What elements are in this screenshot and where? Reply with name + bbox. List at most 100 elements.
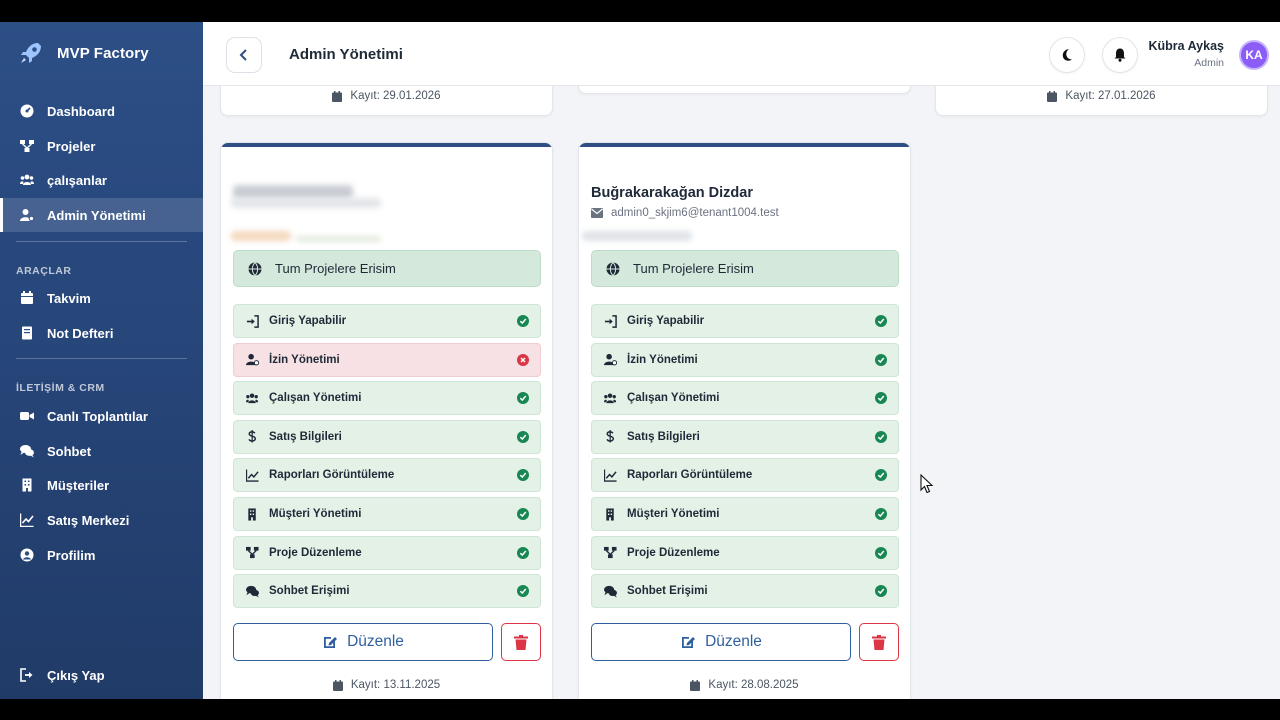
registration-date: Kayıt: 28.08.2025 (579, 679, 910, 691)
permission-row: Müşteri Yönetimi (233, 497, 541, 531)
check-circle-icon (517, 469, 529, 482)
dollar-icon (246, 430, 259, 443)
sidebar-item-label: Sohbet (47, 443, 92, 459)
bottom-black-bar (0, 699, 1280, 720)
check-circle-icon (875, 315, 887, 327)
check-circle-icon (517, 430, 529, 443)
calendar-icon (332, 90, 343, 102)
rocket-icon (21, 43, 41, 63)
logout-button[interactable]: Çıkış Yap (0, 658, 203, 692)
sidebar-item-label: Dashboard (47, 103, 115, 119)
delete-button[interactable] (501, 623, 541, 661)
sidebar-item-sohbet[interactable]: Sohbet (0, 434, 203, 468)
calendar-icon (1047, 90, 1058, 102)
blurred-role-badge (231, 231, 291, 241)
permission-row: Raporları Görüntüleme (591, 458, 899, 493)
sidebar-item-dashboard[interactable]: Dashboard (0, 94, 203, 128)
permission-row: Çalışan Yönetimi (233, 381, 541, 416)
permission-label: Raporları Görüntüleme (627, 469, 753, 482)
check-circle-icon (517, 392, 529, 405)
sign-out-icon (20, 668, 34, 682)
logout-label: Çıkış Yap (47, 667, 105, 683)
comments-icon (246, 585, 259, 598)
permission-label: Satış Bilgileri (627, 430, 700, 443)
permission-row: Sohbet Erişimi (591, 574, 899, 609)
sidebar-item-label: çalışanlar (47, 172, 107, 188)
avatar[interactable]: KA (1239, 40, 1269, 70)
blurred-detail (296, 236, 381, 242)
dollar-icon (604, 430, 617, 443)
sidebar-item-admin-yonetimi[interactable]: Admin Yönetimi (0, 198, 203, 232)
trash-icon (514, 634, 528, 650)
permission-row: İzin Yönetimi (591, 342, 899, 377)
registration-date: Kayıt: 13.11.2025 (221, 679, 552, 691)
current-user-name: Kübra Aykaş (1148, 39, 1225, 53)
video-icon (20, 409, 34, 423)
delete-button[interactable] (859, 623, 899, 661)
envelope-icon (591, 208, 603, 218)
all-projects-access-badge: Tum Projelere Erisim (591, 250, 899, 287)
calendar-icon (690, 679, 701, 691)
globe-icon (248, 261, 262, 276)
comments-icon (604, 585, 617, 598)
all-projects-access-badge: Tum Projelere Erisim (233, 250, 541, 287)
brand[interactable]: MVP Factory (18, 40, 149, 66)
permission-label: İzin Yönetimi (269, 353, 340, 366)
blurred-name (233, 185, 353, 199)
sidebar-item-calisanlar[interactable]: çalışanlar (0, 163, 203, 197)
permission-label: Çalışan Yönetimi (627, 392, 720, 405)
permission-label: Müşteri Yönetimi (627, 508, 720, 520)
calendar-icon (20, 291, 34, 305)
mouse-cursor-icon (920, 474, 934, 494)
permission-label: Sohbet Erişimi (269, 585, 350, 598)
permission-label: Giriş Yapabilir (269, 315, 347, 327)
section-label-iletisim-crm: İLETİŞİM & CRM (16, 382, 105, 394)
back-button[interactable] (226, 37, 262, 73)
sidebar: MVP Factory Dashboard Projeler çalışanla… (0, 22, 203, 699)
permission-label: Müşteri Yönetimi (269, 508, 362, 520)
check-circle-icon (875, 585, 887, 598)
notifications-button[interactable] (1102, 37, 1138, 73)
edit-button[interactable]: Düzenle (591, 623, 851, 661)
permission-row: Giriş Yapabilir (591, 304, 899, 338)
user-name: Buğrakarakağan Dizdar (591, 185, 753, 201)
user-cog-icon (604, 353, 617, 366)
check-circle-icon (875, 353, 887, 366)
sidebar-item-musteriler[interactable]: Müşteriler (0, 468, 203, 502)
sidebar-item-label: Canlı Toplantılar (47, 408, 148, 424)
sidebar-item-profilim[interactable]: Profilim (0, 538, 203, 572)
check-circle-icon (875, 469, 887, 482)
check-circle-icon (875, 546, 887, 559)
edit-button[interactable]: Düzenle (233, 623, 493, 661)
sidebar-item-satis-merkezi[interactable]: Satış Merkezi (0, 503, 203, 537)
permission-row: İzin Yönetimi (233, 342, 541, 377)
card-accent-bar (221, 143, 552, 147)
check-circle-icon (875, 508, 887, 520)
permission-label: İzin Yönetimi (627, 353, 698, 366)
check-circle-icon (517, 585, 529, 598)
permission-row: Satış Bilgileri (233, 419, 541, 454)
user-cog-icon (20, 208, 34, 222)
sign-in-icon (604, 314, 617, 328)
permission-label: Proje Düzenleme (269, 546, 362, 559)
permission-row: Sohbet Erişimi (233, 574, 541, 609)
sidebar-item-takvim[interactable]: Takvim (0, 281, 203, 315)
current-user-role: Admin (1194, 57, 1224, 69)
permission-label: Sohbet Erişimi (627, 585, 708, 598)
notebook-icon (20, 326, 34, 340)
permission-row: Raporları Görüntüleme (233, 458, 541, 493)
building-icon (20, 478, 34, 492)
sidebar-item-label: Admin Yönetimi (47, 207, 146, 223)
sidebar-item-canli-toplantilar[interactable]: Canlı Toplantılar (0, 399, 203, 433)
edit-icon (682, 637, 696, 648)
globe-icon (606, 261, 620, 276)
sidebar-item-projeler[interactable]: Projeler (0, 129, 203, 163)
sidebar-item-not-defteri[interactable]: Not Defteri (0, 316, 203, 350)
permission-row: Satış Bilgileri (591, 419, 899, 454)
project-diagram-icon (246, 546, 259, 559)
permission-label: Proje Düzenleme (627, 546, 720, 559)
main-content: Kayıt: 29.01.2026 Kayıt: 27.01.2026 Tum … (203, 22, 1280, 699)
theme-toggle-button[interactable] (1049, 37, 1085, 73)
registration-date: Kayıt: 27.01.2026 (936, 90, 1267, 102)
chart-line-icon (604, 469, 617, 482)
